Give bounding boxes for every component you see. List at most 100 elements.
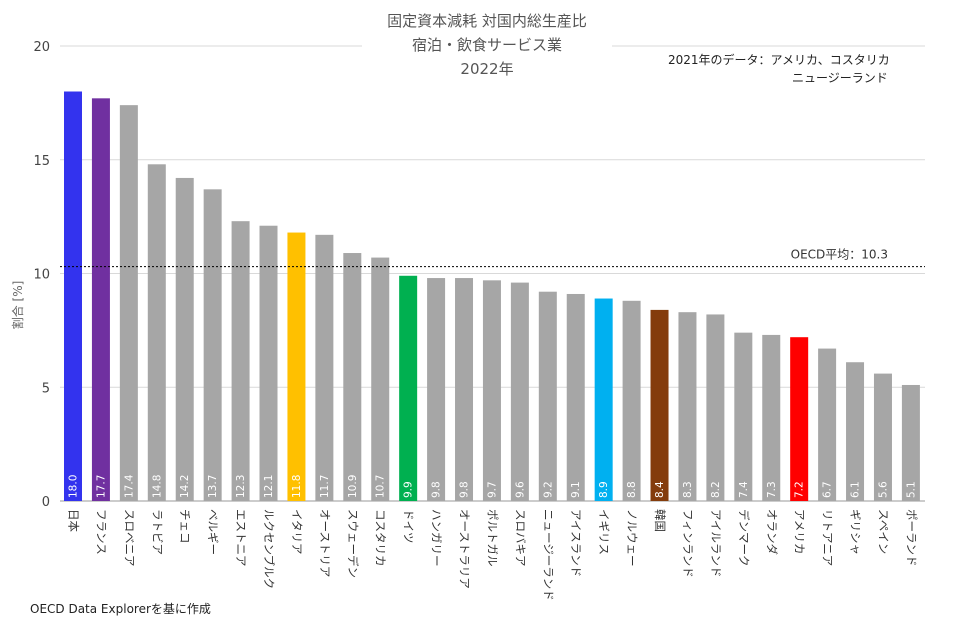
bar	[64, 91, 82, 501]
bar	[259, 225, 278, 501]
category-label: 韓国	[653, 509, 667, 532]
bar	[147, 164, 166, 502]
bar-value-label: 13.7	[207, 475, 219, 498]
oecd-average-label: OECD平均：10.3	[791, 248, 888, 262]
y-axis-label: 割合 [%]	[10, 281, 25, 330]
bar-value-label: 7.3	[766, 481, 778, 498]
category-label: アイスランド	[569, 509, 583, 577]
bar-value-label: 8.4	[654, 481, 666, 498]
category-label: アイルランド	[709, 509, 723, 577]
category-label: リトアニア	[821, 509, 835, 566]
bar-value-label: 9.8	[431, 481, 443, 498]
bar-value-label: 14.8	[151, 475, 163, 498]
category-label: エストニア	[234, 509, 248, 567]
bar	[482, 280, 501, 501]
bar-value-label: 10.9	[347, 475, 359, 498]
bar-value-label: 17.7	[95, 475, 107, 498]
category-label: ハンガリー	[430, 509, 444, 567]
chart-title-line-2: 宿泊・飲食サービス業	[412, 36, 562, 54]
bar-value-label: 8.3	[682, 481, 694, 498]
category-label: チェコ	[178, 509, 192, 544]
value-labels: 18.0 17.7 17.4 14.8 14.2 13.7 12.3 12.1 11.8 11.7…	[68, 474, 918, 498]
bar-value-label: 12.3	[235, 475, 247, 498]
category-label: オーストラリア	[458, 509, 472, 589]
category-label: ルクセンブルク	[262, 509, 276, 589]
bar	[734, 332, 753, 501]
category-label: オーストリア	[318, 509, 332, 577]
bar	[455, 278, 474, 501]
bar-value-label: 9.2	[542, 481, 554, 498]
bar-value-label: 8.2	[710, 481, 722, 498]
category-label: デンマーク	[737, 509, 751, 567]
bar-value-label: 9.8	[459, 481, 471, 498]
bar-value-label: 6.1	[850, 481, 862, 498]
bar	[287, 232, 306, 502]
bar	[427, 278, 446, 501]
category-label: ポーランド	[904, 509, 918, 567]
chart-title-line-3: 2022年	[460, 60, 513, 78]
y-tick-label: 10	[33, 268, 50, 283]
data-year-note-line-2: ニュージーランド	[792, 71, 888, 85]
bar	[790, 337, 809, 501]
category-label: コスタリカ	[374, 509, 388, 567]
y-tick-label: 0	[42, 495, 50, 510]
bar-value-label: 17.4	[123, 474, 135, 498]
category-label: イタリア	[290, 509, 304, 555]
category-label: 日本	[67, 509, 81, 532]
category-label: フィンランド	[681, 509, 695, 578]
category-label: スロベニア	[122, 509, 136, 567]
bar-value-label: 11.8	[291, 475, 303, 498]
bar-value-label: 7.4	[738, 481, 750, 498]
y-tick-label: 15	[33, 154, 50, 169]
bar-value-label: 5.1	[905, 481, 917, 498]
bar-value-label: 14.2	[179, 475, 191, 498]
bar	[91, 98, 110, 501]
category-label: ドイツ	[402, 509, 416, 544]
title-background	[362, 8, 612, 88]
bar-value-label: 8.9	[598, 481, 610, 498]
y-tick-label: 20	[33, 40, 50, 55]
bar-value-label: 18.0	[68, 475, 80, 498]
bar	[510, 282, 529, 501]
bar	[399, 275, 418, 501]
category-label: ギリシャ	[849, 509, 863, 555]
bar	[594, 298, 613, 501]
category-label: ベルギー	[206, 509, 220, 555]
source-note: OECD Data Explorerを基に作成	[30, 602, 211, 616]
category-label: ニュージーランド	[541, 509, 555, 601]
data-year-note-line-1: 2021年のデータ：アメリカ、コスタリカ	[668, 52, 890, 67]
bar-value-label: 12.1	[263, 475, 275, 498]
bar	[762, 334, 781, 501]
category-labels: 日本 フランス スロベニア ラトビア チェコ ベルギー エストニア ルクセンブルク イタリア オー…	[67, 509, 919, 601]
bar	[678, 312, 697, 501]
category-label: スロバキア	[513, 509, 527, 567]
bar-value-label: 10.7	[375, 475, 387, 498]
category-label: オランダ	[765, 509, 779, 555]
bar	[622, 300, 641, 501]
bar-value-label: 9.1	[570, 481, 582, 498]
bar	[343, 253, 362, 501]
bar	[175, 177, 194, 501]
bar-value-label: 9.6	[514, 481, 526, 498]
bar-value-label: 7.2	[794, 481, 806, 498]
bar-value-label: 8.8	[626, 481, 638, 498]
bar-value-label: 11.7	[319, 475, 331, 498]
bar	[873, 373, 892, 501]
bar-value-label: 5.6	[877, 481, 889, 498]
bar-value-label: 9.9	[403, 481, 415, 498]
bar-value-label: 6.7	[822, 481, 834, 498]
bar	[538, 291, 557, 501]
bar	[846, 362, 865, 501]
note-background	[660, 50, 925, 90]
bar	[203, 189, 222, 501]
bar	[231, 221, 250, 502]
category-label: スペイン	[876, 509, 890, 554]
bar	[650, 309, 669, 501]
category-label: アメリカ	[793, 509, 807, 554]
bar	[706, 314, 725, 501]
category-label: ノルウェー	[625, 509, 639, 567]
bar-value-label: 9.7	[486, 481, 498, 498]
bar	[315, 234, 334, 501]
y-tick-label: 5	[42, 381, 50, 396]
